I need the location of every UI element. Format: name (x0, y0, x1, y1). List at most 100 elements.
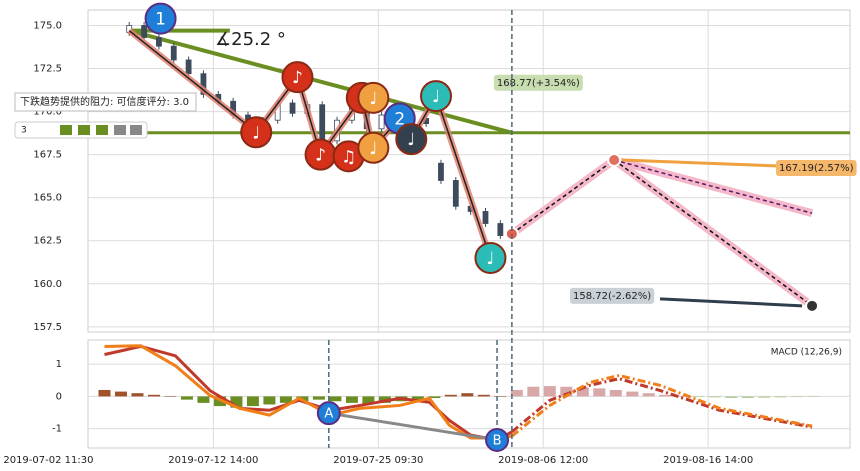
candle-body (170, 45, 177, 61)
histogram-bar (230, 396, 243, 408)
price-label: 167.19(2.57%) (776, 159, 857, 176)
candle-body (497, 223, 504, 236)
histogram-bar (510, 389, 523, 397)
histogram-bar (131, 393, 144, 397)
marker-label: ♩ (486, 249, 494, 269)
histogram-bar (741, 396, 754, 399)
marker-label: 1 (155, 10, 166, 30)
histogram-bar (197, 396, 210, 403)
candle-body (200, 73, 207, 95)
y-tick-label: 0 (56, 391, 62, 402)
histogram-bar (791, 396, 804, 398)
candle-body (378, 114, 385, 130)
y-tick-label: 160.0 (33, 279, 62, 290)
y-tick-label: 170.0 (33, 107, 62, 118)
marker (357, 131, 390, 164)
x-tick-label: 2019-07-02 11:30 (3, 455, 93, 466)
histogram-bar (345, 396, 358, 403)
tooltip-text: 下跌趋势提供的阻力: 可信度评分: 3.0 (20, 95, 189, 108)
point-label: B (493, 433, 502, 448)
price-label-box (776, 159, 857, 176)
price-panel (87, 9, 851, 333)
x-tick-label: 2019-08-16 14:00 (663, 455, 753, 466)
candle-body (289, 102, 296, 114)
candle-body (156, 37, 162, 47)
histogram-bar (593, 388, 606, 397)
histogram-bar (642, 393, 655, 397)
resistance-trend (128, 28, 513, 135)
point-marker (316, 401, 341, 426)
y-tick-label: 162.5 (33, 236, 62, 247)
histogram-bar (362, 396, 375, 405)
histogram-bar (147, 394, 160, 397)
histogram-bar (659, 394, 672, 397)
histogram-bar (725, 396, 738, 399)
macd-title: MACD (12,26,9) (771, 348, 842, 358)
marker-label: ♩ (369, 139, 377, 159)
histogram-bar (164, 396, 177, 397)
marker (474, 241, 507, 274)
marker (240, 116, 273, 149)
histogram-bar (477, 394, 490, 397)
y-tick-label: 175.0 (33, 20, 62, 31)
x-tick-label: 2019-08-06 12:00 (498, 455, 588, 466)
divergence-line (328, 411, 498, 442)
price-label-box (493, 74, 583, 91)
score: 3 (21, 126, 27, 136)
histogram-bar (279, 396, 292, 403)
histogram-bar (263, 396, 276, 405)
candle-body (438, 162, 444, 181)
histogram-bar (675, 395, 688, 397)
histogram-bar (411, 396, 424, 400)
histogram-bar (428, 396, 441, 399)
marker-label: ♩ (407, 130, 415, 150)
marker-label: ♪ (315, 146, 326, 166)
angle-label: ∡25.2 ° (215, 29, 286, 50)
tooltip-box (14, 92, 197, 112)
histogram-bar (758, 396, 771, 398)
marker-label: ♫ (341, 147, 356, 167)
marker (357, 81, 390, 114)
histogram-bar (114, 391, 127, 397)
marker (395, 123, 428, 156)
candle-body (141, 25, 147, 38)
marker (420, 80, 453, 113)
point-marker (485, 427, 510, 452)
histogram-bar (329, 396, 342, 402)
histogram-bar (774, 396, 787, 398)
histogram-bar (246, 396, 259, 407)
y-tick-label: -1 (52, 424, 62, 435)
histogram-bar (180, 396, 193, 400)
histogram-bar (312, 396, 325, 400)
y-tick-label: 167.5 (33, 150, 62, 161)
histogram-bar (560, 386, 573, 397)
x-tick-label: 2019-07-12 14:00 (168, 455, 258, 466)
marker-label: ♩ (432, 87, 440, 107)
marker-label: ♪ (292, 68, 303, 88)
candle-body (452, 180, 459, 207)
histogram-bar (494, 396, 507, 397)
marker-label: ♩ (369, 89, 377, 109)
marker (144, 2, 177, 35)
score-icon (78, 125, 90, 135)
forecast-point (607, 152, 622, 167)
price-label-text: 167.19(2.57%) (779, 163, 854, 174)
histogram-bar (527, 386, 540, 397)
price-label: 168.77(+3.54%) (493, 74, 583, 91)
score-icon (130, 125, 142, 135)
score-icon (60, 125, 72, 135)
y-tick-label: 172.5 (33, 64, 62, 75)
price-label-box (570, 287, 655, 304)
zigzag-line (128, 30, 492, 259)
arrow (622, 158, 780, 168)
y-tick-label: 1 (56, 359, 62, 370)
marker-label: ♩ (252, 123, 260, 143)
histogram-bar (692, 396, 705, 398)
forecast-line (613, 159, 813, 214)
score-icon (114, 125, 126, 135)
tooltip: 下跌趋势提供的阻力: 可信度评分: 3.0 (14, 92, 197, 112)
price-label-text: 168.77(+3.54%) (497, 78, 580, 89)
point-label: A (324, 407, 333, 422)
candle-body (319, 104, 326, 142)
